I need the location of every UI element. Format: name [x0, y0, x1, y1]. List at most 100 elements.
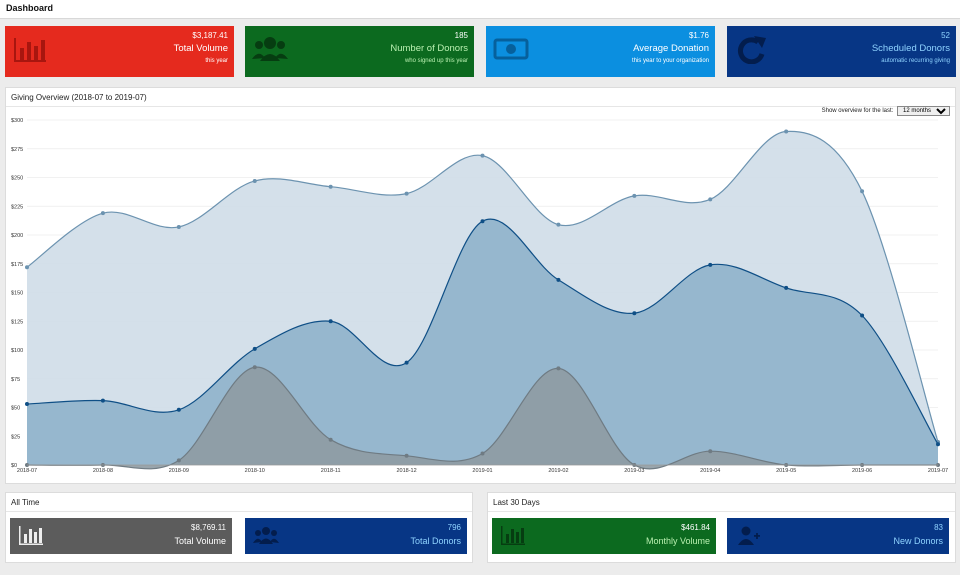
series-2-point	[25, 402, 29, 407]
range-label: Show overview for the last:	[821, 108, 894, 114]
series-1-point	[25, 265, 29, 270]
x-tick-label: 2018-12	[396, 468, 416, 474]
series-2-point	[936, 442, 940, 447]
series-2-point	[708, 262, 713, 267]
series-1-point	[100, 211, 105, 216]
series-2-point	[100, 398, 105, 403]
card-label: Total Donors	[410, 536, 461, 546]
y-tick-label: $125	[11, 319, 23, 325]
series-3-point	[252, 365, 257, 370]
series-1-point	[404, 191, 409, 196]
average-donation-card[interactable]: $1.76 Average Donation this year to your…	[486, 26, 715, 77]
series-1-point	[632, 193, 637, 198]
card-value: $1.76	[688, 31, 709, 40]
range-select[interactable]: 12 months	[897, 106, 950, 116]
page-title: Dashboard	[6, 3, 54, 13]
series-1-point	[176, 224, 181, 229]
card-subtitle: automatic recurring giving	[881, 58, 950, 64]
y-tick-label: $0	[11, 463, 17, 469]
series-2-point	[784, 285, 789, 290]
money-icon	[493, 38, 529, 60]
card-value: 52	[941, 31, 950, 40]
series-3-point	[328, 437, 333, 442]
series-1-point	[784, 129, 789, 134]
series-2-point	[176, 407, 181, 412]
series-3-point	[556, 366, 561, 371]
x-tick-label: 2019-07	[928, 468, 948, 474]
y-tick-label: $250	[11, 176, 23, 182]
total-volume-card[interactable]: $3,187.41 Total Volume this year	[5, 26, 234, 77]
all-time-total-volume-card[interactable]: $8,769.11 Total Volume	[10, 518, 232, 554]
card-label: Monthly Volume	[645, 536, 710, 546]
card-value: $3,187.41	[192, 31, 228, 40]
divider	[6, 511, 472, 512]
x-tick-label: 2019-06	[852, 468, 872, 474]
series-1-point	[556, 222, 561, 227]
series-2-point	[252, 346, 257, 351]
monthly-volume-card[interactable]: $461.84 Monthly Volume	[492, 518, 716, 554]
y-tick-label: $275	[11, 147, 23, 153]
x-tick-label: 2019-05	[776, 468, 796, 474]
panel-title: All Time	[11, 498, 40, 507]
card-value: $8,769.11	[191, 523, 226, 532]
card-value: 83	[934, 523, 943, 532]
x-tick-label: 2019-03	[624, 468, 644, 474]
series-2-point	[632, 311, 637, 316]
bar-chart-icon	[501, 526, 525, 545]
y-tick-label: $175	[11, 262, 23, 268]
series-1-point	[252, 178, 257, 183]
number-of-donors-card[interactable]: 185 Number of Donors who signed up this …	[245, 26, 474, 77]
series-1-point	[860, 189, 865, 194]
card-subtitle: this year to your organization	[631, 58, 709, 64]
divider	[488, 511, 955, 512]
x-tick-label: 2018-09	[169, 468, 189, 474]
card-value: 185	[454, 31, 468, 40]
card-label: New Donors	[893, 536, 943, 546]
y-tick-label: $75	[11, 377, 20, 383]
x-tick-label: 2019-02	[548, 468, 568, 474]
range-selector: Show overview for the last: 12 months	[822, 106, 950, 116]
y-tick-label: $225	[11, 204, 23, 210]
x-tick-label: 2018-10	[245, 468, 265, 474]
series-3-point	[708, 449, 713, 454]
x-tick-label: 2018-11	[321, 468, 341, 474]
series-3-area	[27, 367, 938, 469]
divider	[6, 106, 955, 107]
y-tick-label: $300	[11, 118, 23, 124]
series-3-point	[404, 453, 409, 458]
card-label: Scheduled Donors	[871, 43, 950, 54]
top-bar: Dashboard	[0, 0, 960, 19]
add-user-icon	[738, 526, 760, 545]
series-2-point	[860, 313, 865, 318]
card-subtitle: this year	[205, 58, 228, 64]
panel-title: Giving Overview (2018-07 to 2019-07)	[11, 93, 147, 102]
series-2-point	[328, 319, 333, 324]
y-tick-label: $50	[11, 406, 20, 412]
card-label: Average Donation	[633, 43, 709, 54]
x-tick-label: 2019-01	[472, 468, 492, 474]
y-tick-label: $25	[11, 434, 20, 440]
card-value: 796	[447, 523, 461, 532]
series-2-point	[480, 219, 485, 224]
card-label: Total Volume	[174, 536, 226, 546]
series-1-point	[708, 197, 713, 202]
series-3-point	[480, 451, 485, 456]
series-1-point	[480, 153, 485, 158]
new-donors-card[interactable]: 83 New Donors	[727, 518, 949, 554]
series-1-line	[26, 130, 939, 443]
refresh-icon	[737, 36, 766, 64]
series-3-point	[176, 458, 181, 463]
y-tick-label: $100	[11, 348, 23, 354]
group-icon	[252, 37, 288, 61]
card-label: Number of Donors	[390, 43, 468, 54]
x-tick-label: 2018-07	[17, 468, 37, 474]
card-label: Total Volume	[173, 43, 228, 54]
all-time-total-donors-card[interactable]: 796 Total Donors	[245, 518, 467, 554]
y-tick-label: $200	[11, 233, 23, 239]
x-tick-label: 2019-04	[700, 468, 720, 474]
card-subtitle: who signed up this year	[404, 58, 468, 64]
series-2-point	[556, 277, 561, 282]
x-tick-label: 2018-08	[93, 468, 113, 474]
scheduled-donors-card[interactable]: 52 Scheduled Donors automatic recurring …	[727, 26, 956, 77]
panel-title: Last 30 Days	[493, 498, 540, 507]
